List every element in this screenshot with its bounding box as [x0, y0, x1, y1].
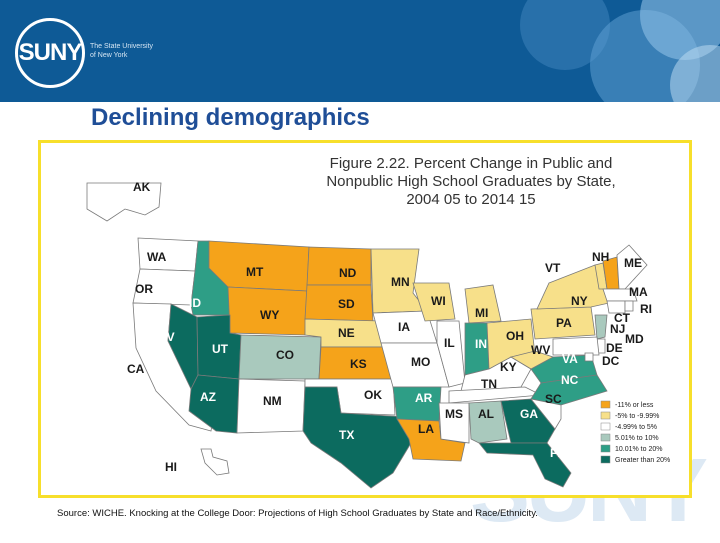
label-mi: MI	[475, 306, 488, 320]
label-sc: SC	[545, 392, 562, 406]
state-nc	[530, 374, 608, 406]
label-ks: KS	[350, 357, 367, 371]
label-ne: NE	[338, 326, 355, 340]
label-ga: GA	[520, 407, 538, 421]
legend-swatch	[600, 411, 611, 420]
label-wa: WA	[147, 250, 167, 264]
state-ct	[606, 300, 626, 314]
label-wi: WI	[431, 294, 446, 308]
label-az: AZ	[200, 390, 216, 404]
label-ma: MA	[629, 285, 648, 299]
label-ut: UT	[212, 342, 229, 356]
legend-swatch	[600, 433, 611, 442]
label-ia: IA	[398, 320, 410, 334]
label-me: ME	[624, 256, 642, 270]
legend-swatch	[600, 400, 611, 409]
legend-label: Greater than 20%	[615, 457, 670, 464]
legend-label: -5% to -9.99%	[615, 413, 659, 420]
state-me	[616, 244, 648, 290]
header-banner: SUNY The State University of New York	[0, 0, 720, 102]
state-al	[468, 400, 508, 444]
label-oh: OH	[506, 329, 524, 343]
label-ok: OK	[364, 388, 382, 402]
label-vt: VT	[545, 261, 561, 275]
label-wv: WV	[531, 343, 550, 357]
label-nc: NC	[561, 373, 579, 387]
label-id: ID	[189, 296, 201, 310]
state-fl	[478, 442, 572, 488]
label-tn: TN	[481, 377, 497, 391]
map-figure: Figure 2.22. Percent Change in Public an…	[38, 140, 692, 498]
legend-swatch	[600, 455, 611, 464]
label-ky: KY	[500, 360, 517, 374]
label-tx: TX	[339, 428, 354, 442]
state-hi	[200, 448, 230, 476]
label-fl: FL	[550, 446, 565, 460]
state-la	[396, 418, 466, 462]
university-name: The State University of New York	[90, 43, 154, 59]
label-ct: CT	[614, 311, 631, 325]
state-tx	[302, 386, 412, 489]
legend-swatch	[600, 422, 611, 431]
label-nv: NV	[158, 330, 175, 344]
label-la: LA	[418, 422, 434, 436]
label-co: CO	[276, 348, 294, 362]
state-md	[552, 336, 600, 356]
label-sd: SD	[338, 297, 355, 311]
legend-label: -4.99% to 5%	[615, 424, 657, 431]
label-hi: HI	[165, 460, 177, 474]
label-md: MD	[625, 332, 644, 346]
label-dc: DC	[602, 354, 620, 368]
label-nj: NJ	[610, 322, 625, 336]
state-nj	[594, 314, 608, 340]
state-il	[436, 320, 466, 388]
figure-title: Figure 2.22. Percent Change in Public an…	[326, 155, 616, 208]
label-or: OR	[135, 282, 153, 296]
state-dc	[584, 352, 594, 362]
label-ak: AK	[133, 180, 151, 194]
label-wy: WY	[260, 308, 279, 322]
label-de: DE	[606, 341, 623, 355]
legend-swatch	[600, 444, 611, 453]
label-al: AL	[478, 407, 494, 421]
label-pa: PA	[556, 316, 572, 330]
label-nm: NM	[263, 394, 282, 408]
state-wi	[412, 282, 456, 322]
label-nh: NH	[592, 250, 609, 264]
label-in: IN	[475, 337, 487, 351]
state-mi	[464, 284, 502, 324]
state-ak	[86, 182, 162, 222]
label-ca: CA	[127, 362, 145, 376]
label-va: VA	[562, 352, 578, 366]
suny-logo: SUNY	[15, 18, 85, 88]
label-mt: MT	[246, 265, 264, 279]
slide-title: Declining demographics	[91, 104, 370, 131]
legend-label: 5.01% to 10%	[615, 435, 659, 442]
label-mn: MN	[391, 275, 410, 289]
state-va	[530, 354, 598, 384]
label-ar: AR	[415, 391, 433, 405]
state-ga	[500, 398, 556, 444]
map-legend: -11% or less -5% to -9.99% -4.99% to 5% …	[600, 400, 670, 464]
state-ny	[536, 264, 610, 310]
legend-label: -11% or less	[615, 402, 654, 409]
source-citation: Source: WICHE. Knocking at the College D…	[57, 508, 538, 519]
state-sc	[530, 398, 562, 430]
label-ri: RI	[640, 302, 652, 316]
label-il: IL	[444, 336, 455, 350]
legend-label: 10.01% to 20%	[615, 446, 662, 453]
label-ny: NY	[571, 294, 588, 308]
label-mo: MO	[411, 355, 430, 369]
state-ma	[602, 288, 638, 302]
state-ri	[624, 300, 634, 312]
state-ms	[438, 402, 470, 444]
label-nd: ND	[339, 266, 357, 280]
us-map: WA OR CA ID NV AK MT WY UT AZ CO NM ND S…	[86, 180, 670, 489]
label-ms: MS	[445, 407, 463, 421]
